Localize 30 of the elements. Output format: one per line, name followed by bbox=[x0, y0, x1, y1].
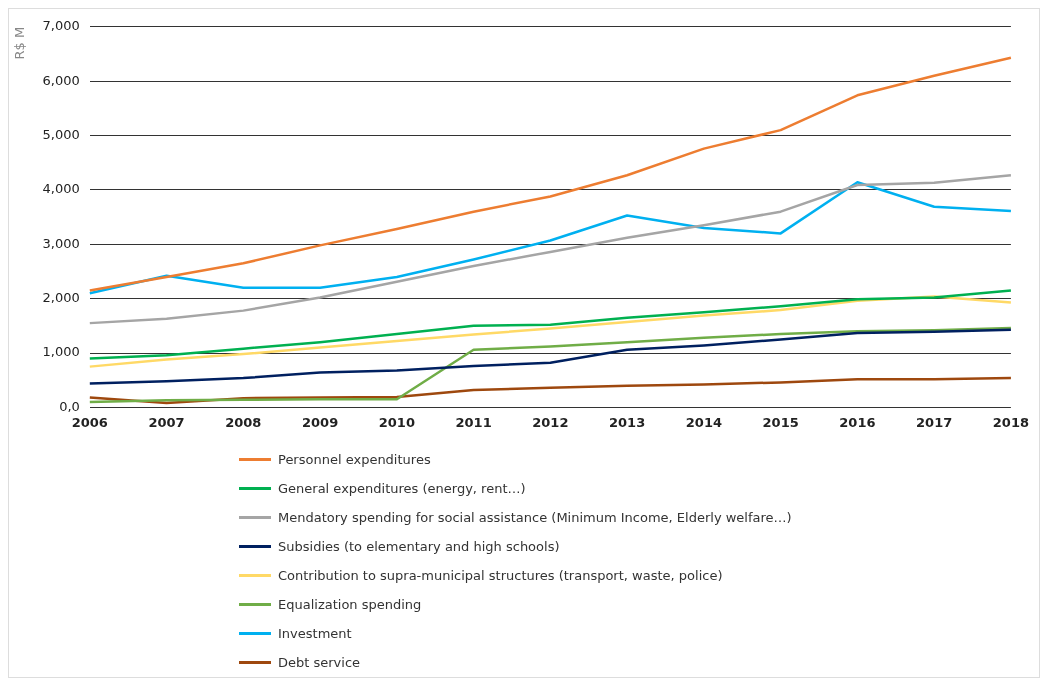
x-tick-label: 2018 bbox=[992, 414, 1029, 430]
x-tick-label: 2017 bbox=[916, 414, 953, 430]
y-axis-title: R$ M bbox=[12, 26, 28, 60]
y-tick-label: 0,0 bbox=[59, 398, 80, 414]
legend-label: Debt service bbox=[278, 655, 361, 670]
legend-label: General expenditures (energy, rent…) bbox=[278, 481, 526, 496]
x-tick-label: 2006 bbox=[71, 414, 108, 430]
x-tick-label: 2012 bbox=[532, 414, 569, 430]
x-tick-label: 2016 bbox=[839, 414, 876, 430]
x-tick-label: 2010 bbox=[378, 414, 415, 430]
x-tick-label: 2008 bbox=[225, 414, 262, 430]
legend-label: Equalization spending bbox=[278, 597, 422, 612]
y-tick-label: 7,000 bbox=[42, 18, 80, 34]
x-tick-label: 2009 bbox=[302, 414, 339, 430]
legend-label: Subsidies (to elementary and high schools) bbox=[278, 539, 560, 554]
y-tick-label: 4,000 bbox=[42, 181, 80, 197]
y-tick-label: 2,000 bbox=[42, 290, 80, 306]
x-tick-label: 2007 bbox=[148, 414, 185, 430]
legend-label: Investment bbox=[278, 626, 352, 641]
legend-label: Contribution to supra-municipal structures (transport, waste, police) bbox=[278, 568, 723, 583]
x-tick-label: 2011 bbox=[455, 414, 492, 430]
y-tick-label: 5,000 bbox=[42, 126, 80, 142]
x-tick-label: 2015 bbox=[762, 414, 799, 430]
x-tick-label: 2014 bbox=[685, 414, 722, 430]
y-tick-label: 1,000 bbox=[42, 344, 80, 360]
x-tick-label: 2013 bbox=[609, 414, 646, 430]
legend-label: Mendatory spending for social assistance (Minimum Income, Elderly welfare…) bbox=[278, 510, 792, 525]
y-tick-label: 6,000 bbox=[42, 72, 80, 88]
legend-label: Personnel expenditures bbox=[278, 452, 431, 467]
y-tick-label: 3,000 bbox=[42, 235, 80, 251]
